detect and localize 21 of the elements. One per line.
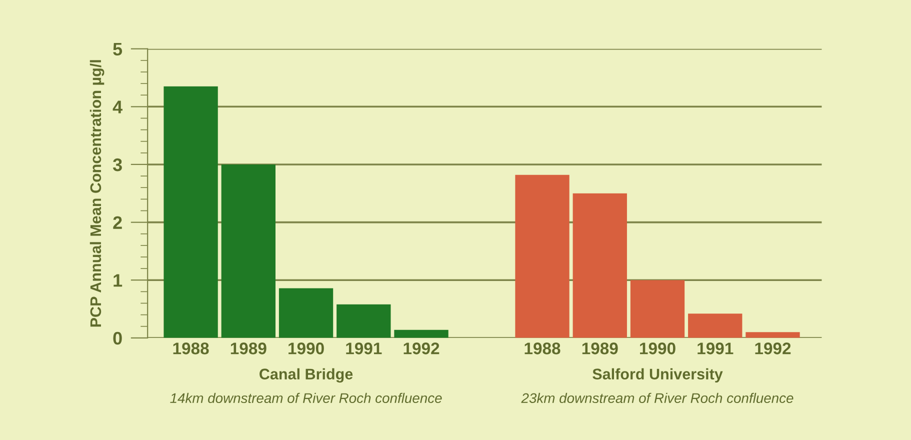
- x-tick-label: 1990: [640, 342, 676, 354]
- y-tick-label: 4: [112, 100, 122, 114]
- y-axis-title: PCP Annual Mean Concentration µg/l: [90, 60, 104, 327]
- y-tick-label: 5: [113, 42, 122, 56]
- x-tick-label: 1992: [404, 342, 440, 354]
- x-tick-label: 1990: [288, 342, 324, 354]
- x-tick-label: 1988: [524, 342, 560, 354]
- series-label: Salford University: [592, 368, 723, 383]
- x-tick-label: 1989: [582, 342, 618, 354]
- x-tick-label: 1989: [230, 342, 266, 354]
- series-label: Canal Bridge: [260, 368, 353, 383]
- y-tick-label: 3: [112, 158, 122, 172]
- y-tick-label: 1: [114, 274, 122, 287]
- y-tick-label: 2: [113, 216, 122, 229]
- x-tick-label: 1988: [173, 342, 209, 354]
- text: 23km downstream of River Roch confluence: [521, 392, 794, 404]
- x-tick-label: 1992: [755, 342, 791, 354]
- y-tick-label: 0: [113, 332, 122, 345]
- x-tick-label: 1991: [346, 342, 382, 354]
- x-tick-label: 1991: [698, 342, 734, 354]
- text: 14km downstream of River Roch confluence: [170, 392, 442, 404]
